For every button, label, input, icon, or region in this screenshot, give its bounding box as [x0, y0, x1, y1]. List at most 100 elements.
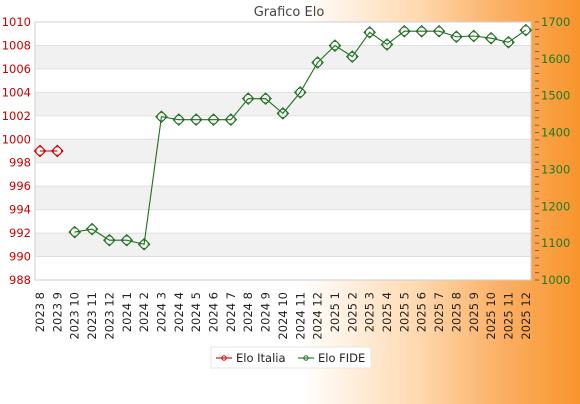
- series-elo-italia: [33, 144, 64, 158]
- data-point-ring: [521, 25, 531, 35]
- series-elo-fide: [68, 23, 533, 251]
- data-point-ring: [70, 227, 80, 237]
- x-tick-label: 2025 4: [380, 292, 394, 332]
- data-point-ring: [191, 115, 201, 125]
- data-point-ring: [486, 33, 496, 43]
- left-tick-label: 1004: [2, 85, 31, 99]
- x-tick-label: 2024 2: [137, 292, 151, 332]
- x-tick-label: 2023 11: [85, 292, 99, 340]
- x-tick-label: 2024 7: [224, 292, 238, 332]
- x-tick-label: 2024 12: [311, 292, 325, 340]
- grid-band: [35, 92, 531, 116]
- data-point-ring: [399, 26, 409, 36]
- x-tick-label: 2023 8: [33, 292, 47, 332]
- left-tick-label: 1010: [2, 15, 31, 29]
- right-axis: 1000 1100 1200 1300 1400 1500 1600 1700: [535, 15, 570, 287]
- x-tick-label: 2025 8: [449, 292, 463, 332]
- right-tick-label: 1700: [541, 15, 570, 29]
- left-tick-label: 1002: [2, 109, 31, 123]
- x-tick-label: 2024 3: [154, 292, 168, 332]
- grid-band: [35, 162, 531, 187]
- x-tick-label: 2025 9: [467, 292, 481, 332]
- right-tick-label: 1300: [541, 162, 570, 176]
- x-tick-label: 2023 10: [68, 292, 82, 340]
- legend-label: Elo Italia: [236, 351, 286, 365]
- data-point-ring: [260, 94, 271, 104]
- grid-band: [35, 139, 531, 163]
- data-point-ring: [503, 37, 514, 47]
- x-tick-label: 2024 5: [189, 292, 203, 332]
- grid-band: [35, 256, 531, 280]
- data-point-ring: [156, 112, 167, 122]
- x-tick-label: 2024 8: [241, 292, 255, 332]
- x-tick-label: 2025 10: [484, 292, 498, 340]
- grid-band: [35, 233, 531, 257]
- x-tick-label: 2025 12: [519, 292, 533, 340]
- data-point-ring: [469, 31, 479, 41]
- left-tick-label: 990: [9, 250, 31, 264]
- left-tick-label: 1008: [2, 38, 31, 52]
- data-point-ring: [226, 115, 236, 125]
- legend: Elo Italia Elo FIDE: [210, 346, 372, 369]
- legend-box: [210, 346, 372, 369]
- data-point-ring: [243, 94, 253, 104]
- left-tick-label: 998: [9, 156, 31, 170]
- data-point-ring: [347, 51, 357, 62]
- data-point-ring: [295, 87, 305, 98]
- data-point-ring: [139, 239, 149, 249]
- left-tick-label: 996: [9, 179, 31, 193]
- data-point-ring: [35, 146, 45, 156]
- legend-marker: [303, 355, 309, 361]
- x-tick-label: 2024 9: [259, 292, 273, 332]
- data-point-ring: [364, 27, 375, 37]
- grid-band: [35, 68, 531, 93]
- data-point-ring: [52, 146, 62, 156]
- data-point-ring: [382, 39, 392, 50]
- data-point-ring: [434, 26, 444, 36]
- grid-band: [35, 186, 531, 210]
- x-tick-label: 2024 11: [293, 292, 307, 340]
- data-point-ring: [208, 115, 219, 125]
- data-point-ring: [417, 26, 427, 36]
- x-tick-label: 2025 7: [432, 292, 446, 332]
- x-tick-label: 2024 4: [172, 292, 186, 332]
- plot-background: [34, 21, 532, 281]
- data-point-ring: [122, 235, 132, 245]
- grid-band: [35, 209, 531, 234]
- x-tick-label: 2024 10: [276, 292, 290, 340]
- x-tick-label: 2023 12: [102, 292, 116, 340]
- left-tick-label: 1000: [2, 132, 31, 146]
- x-tick-label: 2025 2: [345, 292, 359, 332]
- left-tick-label: 994: [9, 203, 31, 217]
- data-point-ring: [87, 224, 97, 234]
- x-tick-label: 2025 6: [415, 292, 429, 332]
- right-tick-label: 1600: [541, 52, 570, 66]
- left-tick-label: 992: [9, 226, 31, 240]
- data-point-ring: [278, 108, 288, 119]
- right-tick-label: 1400: [541, 126, 570, 140]
- right-tick-label: 1100: [541, 236, 570, 250]
- x-tick-label: 2025 5: [397, 292, 411, 332]
- right-tick-label: 1200: [541, 199, 570, 213]
- right-tick-label: 1000: [541, 273, 570, 287]
- data-point-ring: [104, 235, 115, 245]
- legend-marker: [221, 355, 227, 361]
- data-point-ring: [312, 57, 323, 68]
- left-axis: 988 990 992 994 996 998 1000 1002 1004 1006 1008 10…: [2, 15, 31, 287]
- left-tick-label: 1006: [2, 62, 31, 76]
- x-tick-label: 2025 1: [328, 292, 342, 332]
- left-tick-label: 988: [9, 273, 31, 287]
- data-point-ring: [330, 40, 340, 51]
- x-tick-label: 2025 3: [363, 292, 377, 332]
- x-tick-label: 2025 11: [501, 292, 515, 340]
- chart-title: Grafico Elo: [254, 5, 325, 20]
- series-line: [74, 29, 527, 245]
- right-tick-label: 1500: [541, 89, 570, 103]
- data-point-ring: [451, 32, 462, 42]
- grid-band: [35, 45, 531, 69]
- data-point-ring: [174, 115, 184, 125]
- x-tick-label: 2023 9: [50, 292, 64, 332]
